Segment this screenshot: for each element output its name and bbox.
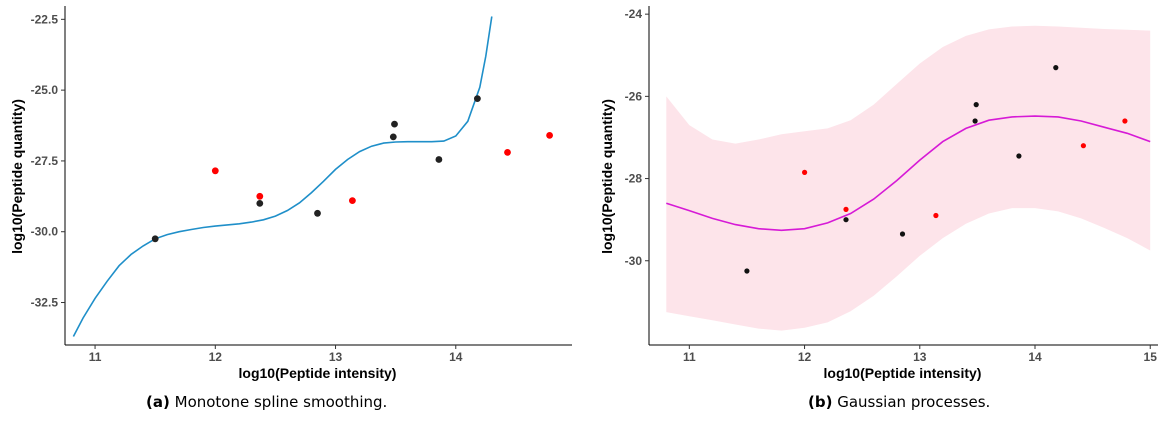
data-point	[1080, 143, 1086, 149]
caption-b: (b) Gaussian processes.	[808, 393, 990, 411]
panel-b: 11 12 13 14 15 -30 -28 -26 -24 log10(Peptide inte…	[590, 0, 1162, 426]
y-tick-label: -27.5	[31, 154, 59, 168]
caption-a: (a) Monotone spline smoothing.	[146, 393, 387, 411]
y-axis-title: log10(Peptide quantity)	[9, 99, 25, 254]
data-point	[504, 149, 511, 156]
caption-b-text: Gaussian processes.	[837, 393, 991, 411]
y-tick-label: -30.0	[31, 225, 59, 239]
data-point	[1016, 153, 1022, 159]
y-tick-label: -22.5	[31, 12, 59, 26]
data-point	[972, 118, 978, 124]
confidence-band	[666, 25, 1151, 331]
fit-line	[666, 115, 1151, 232]
data-point	[899, 231, 906, 237]
panel-a: 11 12 13 14 -32.5 -30.0 -27.5 -25.0 -22.5 log10(P…	[0, 0, 580, 426]
x-axis-title: log10(Peptide intensity)	[824, 365, 982, 381]
x-tick-label: 13	[329, 350, 343, 364]
fit-line	[72, 16, 493, 337]
y-tick-label: -28	[625, 172, 643, 186]
y-tick-label: -26	[625, 89, 643, 103]
y-tick-label: -30	[625, 254, 643, 268]
data-point	[546, 132, 553, 139]
data-point	[744, 268, 750, 274]
y-tick-label: -25.0	[31, 83, 59, 97]
data-point	[256, 192, 264, 200]
data-point	[843, 217, 849, 223]
data-point	[1122, 118, 1128, 124]
data-point	[474, 95, 481, 102]
x-tick-label: 12	[798, 350, 812, 364]
data-point	[349, 197, 356, 205]
data-point	[843, 206, 849, 212]
data-point	[933, 212, 939, 219]
data-point	[389, 133, 397, 141]
data-point	[435, 156, 443, 163]
x-tick-label: 12	[209, 350, 223, 364]
data-point	[973, 102, 979, 108]
x-tick-label: 11	[683, 350, 696, 364]
chart-a: 11 12 13 14 -32.5 -30.0 -27.5 -25.0 -22.5 log10(P…	[9, 6, 572, 381]
data-point	[391, 120, 398, 128]
chart-b: 11 12 13 14 15 -30 -28 -26 -24 log10(Peptide inte…	[599, 6, 1158, 381]
caption-a-text: Monotone spline smoothing.	[174, 393, 388, 411]
y-tick-label: -32.5	[31, 296, 59, 310]
caption-a-label: (a)	[146, 393, 170, 411]
data-point	[211, 167, 219, 175]
data-point	[151, 235, 159, 243]
x-axis-title: log10(Peptide intensity)	[239, 365, 397, 381]
data-point	[802, 169, 808, 175]
y-axis-title: log10(Peptide quantity)	[599, 99, 615, 254]
data-point	[1053, 65, 1059, 71]
x-tick-label: 14	[1028, 350, 1042, 364]
y-tick-label: -24	[625, 7, 643, 21]
data-point	[314, 209, 321, 217]
x-tick-label: 11	[89, 350, 102, 364]
x-tick-label: 14	[449, 350, 463, 364]
data-point	[256, 200, 264, 207]
caption-b-label: (b)	[808, 393, 833, 411]
x-tick-label: 13	[913, 350, 927, 364]
x-tick-label: 15	[1144, 350, 1158, 364]
